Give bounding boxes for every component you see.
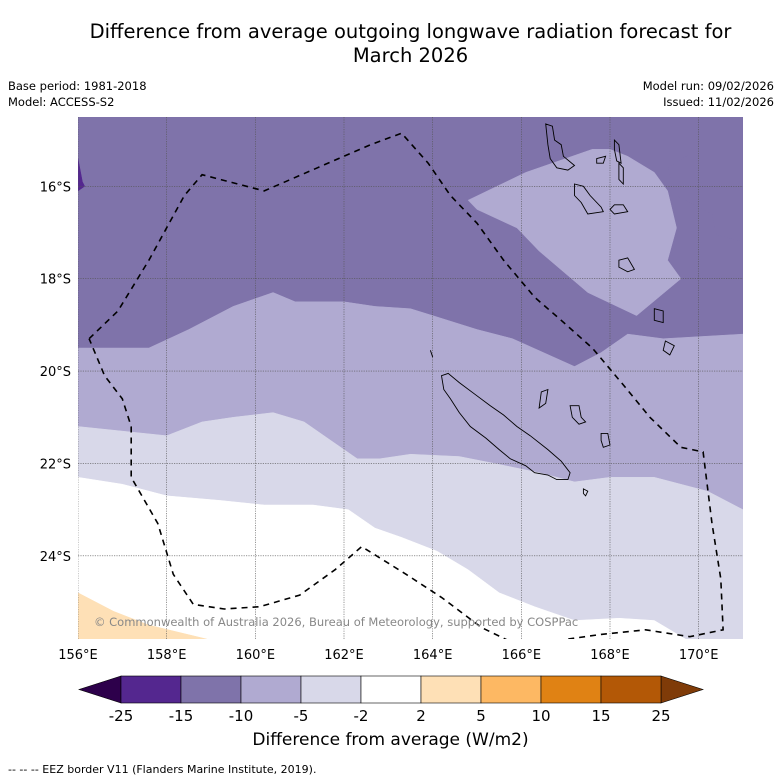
coastline-belep bbox=[429, 350, 434, 358]
colorbar-label: Difference from average (W/m2) bbox=[252, 730, 529, 750]
coastline-lifou bbox=[569, 405, 587, 425]
coastline-new-caledonia bbox=[440, 372, 571, 481]
colorbar-segment bbox=[240, 675, 302, 704]
band-minus-2-to-2 bbox=[78, 477, 686, 639]
graticule bbox=[78, 117, 743, 639]
coastline-mare bbox=[600, 432, 611, 448]
colorbar-tick-label: 2 bbox=[416, 707, 426, 725]
colorbar-tick-label: 5 bbox=[476, 707, 486, 725]
band-minus-10-patch-top bbox=[467, 149, 682, 316]
coastlines bbox=[429, 123, 675, 497]
colorbar-over-arrow bbox=[660, 675, 704, 704]
coastline-tanna bbox=[662, 340, 675, 356]
coastline-ouvea bbox=[538, 388, 549, 409]
x-tick-label: 162°E bbox=[324, 648, 364, 663]
x-tick-label: 156°E bbox=[58, 648, 98, 663]
eez-border bbox=[88, 132, 724, 639]
colorbar-tick-label: -5 bbox=[294, 707, 309, 725]
coastline-ambae bbox=[596, 155, 607, 164]
meta-left: Base period: 1981-2018 Model: ACCESS-S2 bbox=[8, 78, 147, 110]
x-tick-labels: 156°E 158°E 160°E 162°E 164°E 166°E 168°E 170°E bbox=[58, 648, 718, 663]
x-tick-label: 170°E bbox=[679, 648, 719, 663]
band-2-to-5 bbox=[78, 592, 207, 639]
title-line-1: Difference from average outgoing longwav… bbox=[89, 20, 732, 43]
colorbar-segment bbox=[180, 675, 242, 704]
base-period: Base period: 1981-2018 bbox=[8, 79, 147, 93]
colorbar-tick-label: -2 bbox=[354, 707, 369, 725]
band-minus-15-patch-ne bbox=[667, 117, 743, 242]
x-tick-label: 160°E bbox=[236, 648, 276, 663]
band-minus-25-to-minus-15 bbox=[78, 158, 86, 192]
model-run: Model run: 09/02/2026 bbox=[642, 79, 774, 93]
colorbar-tick-label: 25 bbox=[651, 707, 670, 725]
coastline-malekula bbox=[574, 183, 604, 215]
y-tick-label: 20°S bbox=[40, 365, 71, 380]
copyright-notice: © Commonwealth of Australia 2026, Bureau… bbox=[94, 615, 578, 629]
model-name: Model: ACCESS-S2 bbox=[8, 95, 115, 109]
x-tick-label: 168°E bbox=[590, 648, 630, 663]
x-tick-label: 166°E bbox=[502, 648, 542, 663]
colorbar-segment bbox=[600, 675, 662, 704]
y-tick-labels: 16°S 18°S 20°S 22°S 24°S bbox=[40, 180, 71, 565]
coastline-espiritu-santo bbox=[545, 123, 576, 171]
colorbar-segment bbox=[420, 675, 482, 704]
coastline-efate bbox=[618, 257, 636, 273]
colorbar-under-arrow bbox=[78, 675, 122, 704]
colorbar-segment bbox=[120, 675, 182, 704]
colorbar: -25 -15 -10 -5 -2 2 5 10 15 25 bbox=[78, 675, 704, 725]
issued-date: Issued: 11/02/2026 bbox=[663, 95, 774, 109]
colorbar-tick-label: -15 bbox=[169, 707, 194, 725]
coastline-maewo bbox=[613, 138, 622, 164]
meta-right: Model run: 09/02/2026 Issued: 11/02/2026 bbox=[643, 78, 774, 110]
y-tick-label: 22°S bbox=[40, 457, 71, 472]
eez-border-line bbox=[88, 132, 724, 639]
y-tick-label: 16°S bbox=[40, 180, 71, 195]
colorbar-segment bbox=[360, 675, 422, 704]
colorbar-tick-label: 15 bbox=[591, 707, 610, 725]
y-tick-label: 18°S bbox=[40, 273, 71, 288]
colorbar-segment bbox=[300, 675, 362, 704]
forecast-regions bbox=[78, 117, 743, 639]
coastline-epi bbox=[609, 204, 629, 215]
coastline-pentecost bbox=[618, 162, 624, 186]
eez-footnote: -- -- -- EEZ border V11 (Flanders Marine… bbox=[8, 763, 317, 776]
chart-title: Difference from average outgoing longwav… bbox=[0, 20, 781, 68]
colorbar-tick-label: -25 bbox=[109, 707, 134, 725]
title-line-2: March 2026 bbox=[352, 44, 469, 67]
colorbar-tick-label: 10 bbox=[531, 707, 550, 725]
coastline-isle-of-pines bbox=[582, 488, 589, 497]
x-tick-label: 158°E bbox=[147, 648, 187, 663]
colorbar-tick-label: -10 bbox=[229, 707, 254, 725]
x-tick-label: 164°E bbox=[413, 648, 453, 663]
coastline-erromango bbox=[653, 308, 664, 324]
colorbar-segment bbox=[480, 675, 542, 704]
colorbar-segment bbox=[540, 675, 602, 704]
y-tick-label: 24°S bbox=[40, 550, 71, 565]
